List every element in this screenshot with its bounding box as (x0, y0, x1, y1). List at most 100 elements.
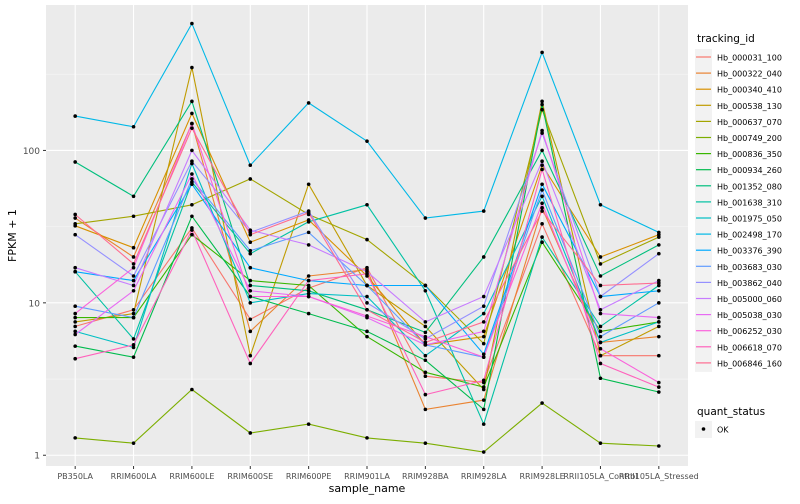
data-point (481, 422, 486, 426)
data-point (481, 329, 486, 334)
legend-label: Hb_000934_260 (717, 166, 782, 175)
legend-label: Hb_002498_170 (717, 231, 782, 240)
data-point (657, 288, 661, 293)
data-point (598, 376, 603, 381)
data-point (73, 311, 77, 316)
data-point (657, 390, 661, 394)
data-point (306, 101, 311, 105)
x-tick-label: RRIM901LA (344, 472, 390, 481)
data-point (306, 243, 311, 247)
legend-label: Hb_000031_100 (717, 54, 782, 63)
data-point (190, 111, 194, 116)
data-point (306, 230, 311, 235)
data-point (73, 216, 77, 220)
data-point (540, 240, 544, 244)
data-point (131, 343, 136, 347)
data-point (73, 222, 77, 226)
data-point (481, 378, 486, 383)
x-tick-label: RRII105LA_Control (563, 472, 637, 481)
x-tick-label: RRIM928BA (402, 472, 449, 481)
data-point (190, 172, 194, 176)
legend-label: Hb_001638_310 (717, 198, 782, 207)
data-point (73, 269, 77, 274)
data-point (540, 201, 544, 206)
data-point (598, 346, 603, 351)
legend-label: Hb_000538_130 (717, 102, 782, 111)
data-point (365, 294, 369, 299)
data-point (657, 281, 661, 285)
data-point (423, 374, 428, 379)
data-point (657, 301, 661, 305)
data-point (423, 320, 428, 324)
x-tick-label: RRII105LA_Stressed (619, 472, 699, 481)
data-point (598, 283, 603, 288)
data-point (306, 286, 311, 290)
data-point (540, 128, 544, 133)
legend-label: Hb_006618_070 (717, 343, 782, 352)
data-point (365, 139, 369, 143)
data-point (306, 274, 311, 278)
data-point (657, 334, 661, 339)
data-point (73, 114, 77, 118)
data-point (190, 126, 194, 130)
data-point (73, 160, 77, 164)
data-point (365, 272, 369, 276)
data-point (423, 340, 428, 345)
data-point (365, 237, 369, 242)
data-point (190, 177, 194, 181)
legend-title: tracking_id (697, 33, 755, 45)
data-point (657, 283, 661, 288)
data-point (481, 209, 486, 213)
data-point (131, 214, 136, 219)
y-tick-label: 10 (29, 299, 41, 309)
data-point (131, 255, 136, 259)
data-point (657, 235, 661, 239)
x-tick-label: RRIM600LA (111, 472, 157, 481)
y-axis-title: FPKM + 1 (6, 209, 19, 262)
data-point (248, 301, 253, 305)
data-point (190, 99, 194, 104)
data-point (73, 332, 77, 337)
data-point (657, 324, 661, 329)
data-point (598, 202, 603, 207)
data-point (190, 232, 194, 237)
data-point (131, 345, 136, 350)
data-point (365, 202, 369, 207)
data-point (598, 324, 603, 329)
data-point (540, 209, 544, 213)
data-point (131, 262, 136, 266)
data-point (423, 407, 428, 412)
data-point (540, 50, 544, 55)
data-point (131, 441, 136, 445)
data-point (190, 65, 194, 70)
data-point (423, 370, 428, 375)
data-point (73, 436, 77, 440)
legend-label: Hb_005038_030 (717, 311, 782, 320)
data-point (73, 344, 77, 348)
data-point (598, 361, 603, 366)
data-point (423, 216, 428, 220)
data-point (190, 387, 194, 392)
data-point (248, 283, 253, 288)
data-point (365, 436, 369, 440)
legend-label: Hb_000340_410 (717, 86, 782, 95)
data-point (365, 329, 369, 334)
data-point (248, 294, 253, 299)
x-tick-label: RRIM600SE (227, 472, 273, 481)
data-point (540, 102, 544, 107)
data-point (306, 182, 311, 187)
data-point (190, 148, 194, 153)
data-point (248, 163, 253, 168)
data-point (131, 308, 136, 312)
data-point (248, 228, 253, 232)
data-point (540, 148, 544, 153)
data-point (657, 444, 661, 448)
data-point (598, 262, 603, 266)
data-point (365, 308, 369, 312)
legend-label: Hb_006252_030 (717, 327, 782, 336)
data-point (540, 167, 544, 172)
data-point (423, 288, 428, 293)
data-point (306, 422, 311, 426)
